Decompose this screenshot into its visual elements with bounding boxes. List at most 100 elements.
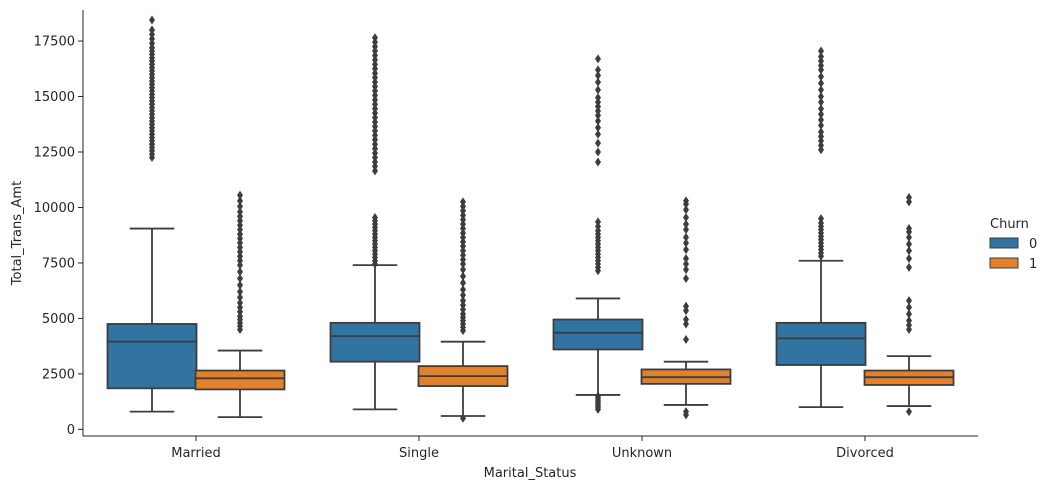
y-tick-label: 10000 bbox=[34, 201, 75, 216]
outlier-point bbox=[683, 273, 689, 283]
outlier-point bbox=[683, 407, 689, 417]
outlier-point bbox=[906, 192, 912, 202]
outlier-point bbox=[460, 413, 466, 423]
outlier-point bbox=[595, 70, 601, 80]
x-tick-label: Unknown bbox=[612, 446, 672, 461]
outlier-point bbox=[818, 214, 824, 224]
outlier-point bbox=[460, 271, 466, 281]
outlier-point bbox=[372, 212, 378, 222]
box-divorced-churn-0 bbox=[775, 46, 867, 409]
outlier-point bbox=[683, 334, 689, 344]
outlier-point bbox=[818, 85, 824, 95]
legend-label-0: 0 bbox=[1029, 237, 1037, 252]
iqr-box bbox=[329, 321, 421, 363]
legend-title: Churn bbox=[990, 217, 1029, 232]
y-tick-label: 2500 bbox=[42, 367, 75, 382]
outlier-point bbox=[906, 302, 912, 312]
box-single-churn-1 bbox=[417, 197, 509, 423]
box-married-churn-0 bbox=[106, 15, 198, 413]
outlier-point bbox=[460, 296, 466, 306]
outlier-point bbox=[683, 196, 689, 206]
y-axis-label: Total_Trans_Amt bbox=[10, 181, 25, 286]
iqr-box bbox=[194, 369, 286, 391]
x-axis: Married Single Unknown Divorced bbox=[83, 435, 978, 461]
outlier-point bbox=[683, 219, 689, 229]
x-tick-label: Divorced bbox=[836, 446, 894, 461]
box-unknown-churn-1 bbox=[640, 196, 732, 420]
outlier-point bbox=[595, 147, 601, 157]
outlier-point bbox=[683, 238, 689, 248]
outlier-point bbox=[595, 77, 601, 87]
plot-area bbox=[106, 15, 955, 423]
outlier-point bbox=[906, 246, 912, 256]
box-unknown-churn-0 bbox=[552, 54, 644, 414]
outlier-point bbox=[595, 85, 601, 95]
outlier-point bbox=[595, 54, 601, 64]
legend: Churn 0 1 bbox=[989, 217, 1037, 272]
iqr-box bbox=[775, 321, 867, 366]
outlier-point bbox=[237, 190, 243, 200]
outlier-point bbox=[906, 262, 912, 272]
outlier-point bbox=[237, 292, 243, 302]
x-tick-label: Single bbox=[399, 446, 439, 461]
outlier-point bbox=[372, 33, 378, 43]
outlier-point bbox=[595, 129, 601, 139]
outlier-point bbox=[683, 301, 689, 311]
x-axis-label: Marital_Status bbox=[484, 466, 577, 481]
outlier-point bbox=[237, 207, 243, 217]
legend-label-1: 1 bbox=[1029, 257, 1037, 272]
legend-swatch-0 bbox=[989, 237, 1019, 249]
outlier-point bbox=[595, 123, 601, 133]
y-tick-label: 15000 bbox=[34, 90, 75, 105]
outlier-point bbox=[906, 309, 912, 319]
outlier-point bbox=[595, 138, 601, 148]
outlier-point bbox=[460, 278, 466, 288]
outlier-point bbox=[683, 259, 689, 269]
y-tick-label: 12500 bbox=[34, 146, 75, 161]
outlier-point bbox=[906, 316, 912, 326]
y-tick-label: 17500 bbox=[34, 35, 75, 50]
outlier-point bbox=[906, 239, 912, 249]
outlier-point bbox=[906, 224, 912, 234]
outlier-point bbox=[460, 265, 466, 275]
y-tick-label: 0 bbox=[67, 423, 75, 438]
y-tick-label: 5000 bbox=[42, 312, 75, 327]
outlier-point bbox=[818, 46, 824, 56]
x-tick-label: Married bbox=[171, 446, 221, 461]
outlier-point bbox=[818, 115, 824, 125]
outlier-point bbox=[818, 109, 824, 119]
outlier-point bbox=[683, 265, 689, 275]
outlier-point bbox=[237, 267, 243, 277]
outlier-point bbox=[595, 157, 601, 167]
outlier-point bbox=[460, 197, 466, 207]
outlier-point bbox=[818, 52, 824, 62]
outlier-point bbox=[906, 254, 912, 263]
outlier-point bbox=[149, 25, 155, 35]
outlier-point bbox=[595, 391, 601, 401]
outlier-point bbox=[237, 280, 243, 290]
outlier-point bbox=[237, 201, 243, 211]
outlier-point bbox=[818, 97, 824, 107]
outlier-point bbox=[818, 104, 824, 114]
outlier-point bbox=[149, 15, 155, 25]
outlier-point bbox=[237, 273, 243, 283]
iqr-box bbox=[552, 318, 644, 351]
outlier-point bbox=[460, 285, 466, 295]
outlier-point bbox=[683, 254, 689, 263]
outlier-point bbox=[595, 217, 601, 227]
outlier-point bbox=[818, 78, 824, 88]
outlier-point bbox=[237, 196, 243, 206]
legend-swatch-1 bbox=[989, 257, 1019, 269]
outlier-point bbox=[906, 407, 912, 417]
outlier-point bbox=[906, 232, 912, 242]
y-axis: 0 2500 5000 7500 10000 12500 15000 17500 bbox=[34, 10, 84, 438]
outlier-point bbox=[818, 72, 824, 82]
outlier-point bbox=[683, 212, 689, 222]
outlier-point bbox=[818, 92, 824, 102]
outlier-point bbox=[683, 245, 689, 255]
outlier-point bbox=[906, 296, 912, 306]
outlier-point bbox=[237, 298, 243, 308]
outlier-point bbox=[818, 127, 824, 137]
box-single-churn-0 bbox=[329, 33, 421, 411]
